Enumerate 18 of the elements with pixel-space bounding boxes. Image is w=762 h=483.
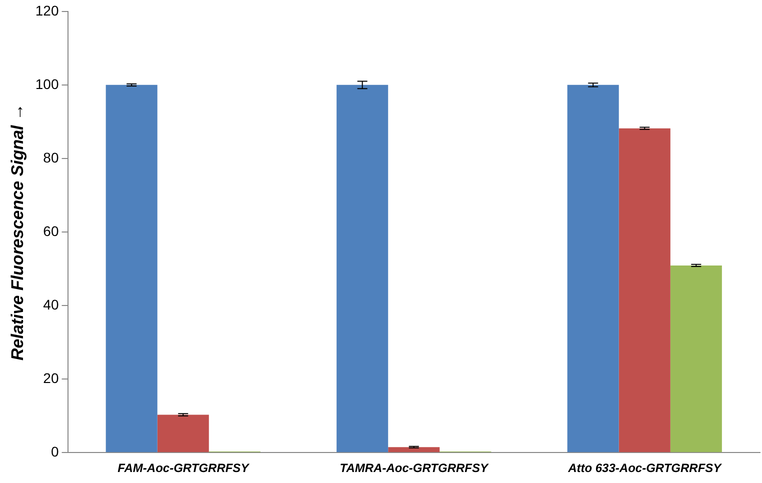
- bar: [388, 447, 440, 452]
- y-tick-label: 20: [43, 370, 59, 386]
- bar: [618, 128, 670, 452]
- y-tick-label: 40: [43, 296, 59, 312]
- x-tick-label: TAMRA-Aoc-GRTGRRFSY: [340, 461, 489, 476]
- bar: [336, 84, 388, 452]
- y-axis-title: Relative Fluorescence Signal →: [8, 104, 27, 360]
- y-tick-label: 0: [50, 443, 59, 460]
- y-tick-label: 60: [43, 222, 59, 239]
- x-tick-label: Atto 633-Aoc-GRTGRRFSY: [567, 461, 722, 476]
- y-tick-label: 80: [43, 149, 59, 166]
- y-tick-label: 120: [35, 2, 59, 18]
- bar: [567, 84, 619, 452]
- bar: [670, 265, 722, 452]
- bar: [157, 414, 209, 452]
- bar: [106, 84, 158, 452]
- x-tick-label: FAM-Aoc-GRTGRRFSY: [118, 461, 250, 476]
- y-tick-label: 100: [35, 76, 59, 92]
